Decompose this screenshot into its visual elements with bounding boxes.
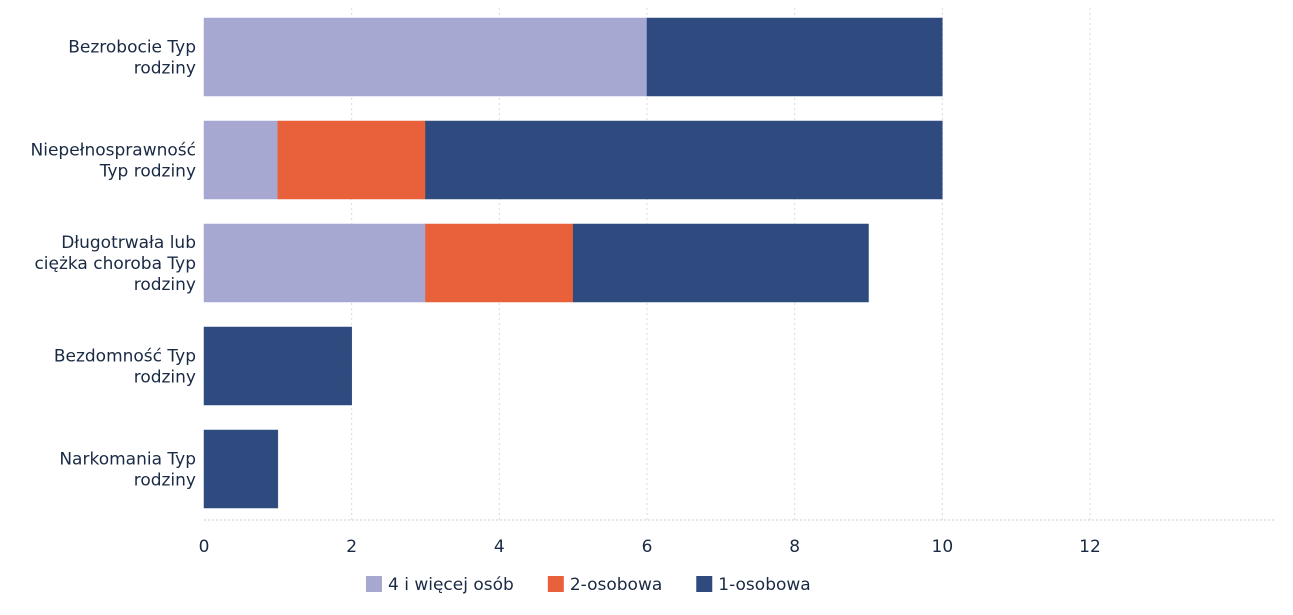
bar-segment xyxy=(203,326,352,406)
bar-segment xyxy=(277,120,426,200)
category-label: Bezdomność Typ rodziny xyxy=(54,347,196,388)
bar-segment xyxy=(203,429,279,509)
legend: 4 i więcej osób 2-osobowa 1-osobowa xyxy=(366,575,811,595)
legend-swatch xyxy=(696,576,713,592)
category-label: Bezrobocie Typ rodziny xyxy=(68,38,196,79)
category-label-line: rodziny xyxy=(134,275,196,295)
category-label-line: Bezdomność Typ xyxy=(54,347,196,367)
bar-segment xyxy=(425,223,574,303)
category-label-line: rodziny xyxy=(134,471,196,491)
bar-segment xyxy=(572,223,869,303)
legend-label: 2-osobowa xyxy=(570,575,662,595)
legend-swatch xyxy=(547,576,564,592)
x-axis-ticks: 0 2 4 6 8 10 12 xyxy=(199,537,1101,557)
x-tick-label: 6 xyxy=(642,537,653,557)
legend-swatch xyxy=(366,576,382,592)
bar-segment xyxy=(203,223,426,303)
category-label-line: ciężka choroba Typ xyxy=(34,254,196,274)
x-tick-label: 2 xyxy=(346,537,357,557)
category-label: Narkomania Typ rodziny xyxy=(59,450,196,491)
legend-label: 4 i więcej osób xyxy=(388,575,514,595)
category-label-line: rodziny xyxy=(134,368,196,388)
bar-segment xyxy=(425,120,943,200)
category-label: Długotrwała lub ciężka choroba Typ rodziny xyxy=(34,233,196,295)
category-label-line: Bezrobocie Typ xyxy=(68,38,196,58)
category-label-line: Narkomania Typ xyxy=(59,450,196,470)
category-label-line: rodziny xyxy=(134,59,196,79)
legend-label: 1-osobowa xyxy=(718,575,810,595)
x-tick-label: 12 xyxy=(1079,537,1101,557)
bars xyxy=(203,17,943,509)
x-tick-label: 0 xyxy=(199,537,210,557)
x-tick-label: 8 xyxy=(789,537,800,557)
category-label: Niepełnosprawność Typ rodziny xyxy=(31,141,197,182)
bar-segment xyxy=(203,120,279,200)
x-tick-label: 10 xyxy=(932,537,954,557)
category-label-line: Długotrwała lub xyxy=(61,233,196,253)
bar-segment xyxy=(203,17,648,97)
category-label-line: Niepełnosprawność xyxy=(31,141,197,161)
category-label-line: Typ rodziny xyxy=(99,162,196,182)
x-tick-label: 4 xyxy=(494,537,505,557)
bar-segment xyxy=(646,17,943,97)
